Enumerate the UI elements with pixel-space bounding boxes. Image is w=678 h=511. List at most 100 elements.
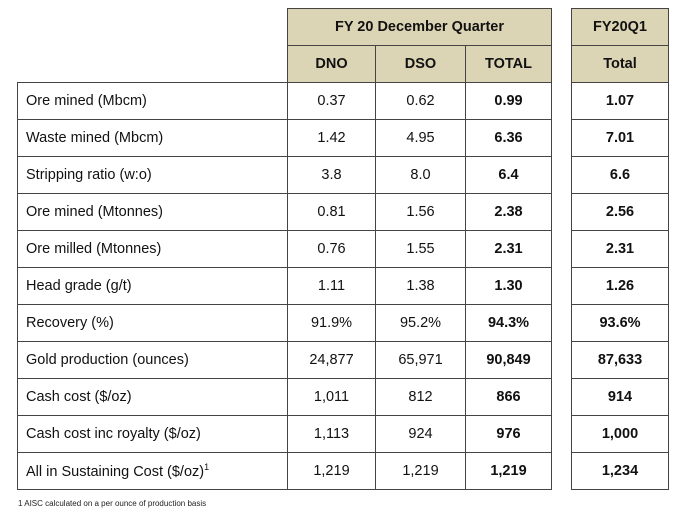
footnote: 1 AISC calculated on a per ounce of prod… xyxy=(18,499,207,508)
cell-dno: 1,113 xyxy=(287,415,376,453)
table-row: 87,633 xyxy=(571,341,669,379)
table-row: Ore milled (Mtonnes) 0.76 1.55 2.31 xyxy=(17,230,552,268)
row-label: Stripping ratio (w:o) xyxy=(17,156,288,194)
cell-fy20q1-total: 7.01 xyxy=(571,119,669,157)
cell-total: 976 xyxy=(465,415,552,453)
row-label: Cash cost inc royalty ($/oz) xyxy=(17,415,288,453)
row-label: All in Sustaining Cost ($/oz)1 xyxy=(17,452,288,490)
footnote-marker: 1 xyxy=(204,462,210,473)
cell-dno: 1.42 xyxy=(287,119,376,157)
table-row: 93.6% xyxy=(571,304,669,342)
table-row: 6.6 xyxy=(571,156,669,194)
cell-total: 6.4 xyxy=(465,156,552,194)
cell-dso: 95.2% xyxy=(375,304,466,342)
cell-fy20q1-total: 87,633 xyxy=(571,341,669,379)
table-row: 1.07 xyxy=(571,82,669,120)
cell-dno: 91.9% xyxy=(287,304,376,342)
row-label-text: Ore mined (Mbcm) xyxy=(26,93,147,109)
table-row: Gold production (ounces) 24,877 65,971 90,8… xyxy=(17,341,552,379)
cell-dso: 0.62 xyxy=(375,82,466,120)
cell-dno: 0.37 xyxy=(287,82,376,120)
cell-fy20q1-total: 1.26 xyxy=(571,267,669,305)
cell-total: 1.30 xyxy=(465,267,552,305)
table-row: Recovery (%) 91.9% 95.2% 94.3% xyxy=(17,304,552,342)
cell-dno: 0.81 xyxy=(287,193,376,231)
empty-corner-2 xyxy=(18,46,288,83)
table-row: 1,234 xyxy=(571,452,669,490)
cell-fy20q1-total: 1.07 xyxy=(571,82,669,120)
row-label-text: Ore mined (Mtonnes) xyxy=(26,204,163,220)
cell-dso: 1.38 xyxy=(375,267,466,305)
cell-dno: 3.8 xyxy=(287,156,376,194)
fy20q1-table: FY20Q1 Total 1.07 7.01 6.6 2.56 2.31 1.26 93.6… xyxy=(571,8,669,490)
cell-dno: 0.76 xyxy=(287,230,376,268)
cell-dso: 1.55 xyxy=(375,230,466,268)
row-label: Ore mined (Mbcm) xyxy=(17,82,288,120)
row-label: Recovery (%) xyxy=(17,304,288,342)
table-row: Cash cost ($/oz) 1,011 812 866 xyxy=(17,378,552,416)
row-label-text: Ore milled (Mtonnes) xyxy=(26,241,162,257)
cell-dno: 1.11 xyxy=(287,267,376,305)
cell-total: 1,219 xyxy=(465,452,552,490)
cell-total: 866 xyxy=(465,378,552,416)
table-row: Stripping ratio (w:o) 3.8 8.0 6.4 xyxy=(17,156,552,194)
table-row: All in Sustaining Cost ($/oz)1 1,219 1,219… xyxy=(17,452,552,490)
col-header-total: TOTAL xyxy=(465,45,552,83)
table-row: Ore mined (Mtonnes) 0.81 1.56 2.38 xyxy=(17,193,552,231)
fy20q1-col-header: Total xyxy=(571,45,669,83)
row-label: Gold production (ounces) xyxy=(17,341,288,379)
cell-total: 6.36 xyxy=(465,119,552,157)
col-header-dso: DSO xyxy=(375,45,466,83)
table-row: Ore mined (Mbcm) 0.37 0.62 0.99 xyxy=(17,82,552,120)
row-label-text: Waste mined (Mbcm) xyxy=(26,130,164,146)
cell-fy20q1-total: 2.56 xyxy=(571,193,669,231)
table-row: 2.31 xyxy=(571,230,669,268)
cell-fy20q1-total: 1,234 xyxy=(571,452,669,490)
fy20q1-header: FY20Q1 xyxy=(571,8,669,46)
cell-total: 94.3% xyxy=(465,304,552,342)
cell-dso: 924 xyxy=(375,415,466,453)
table-row: Head grade (g/t) 1.11 1.38 1.30 xyxy=(17,267,552,305)
cell-dso: 1,219 xyxy=(375,452,466,490)
cell-dno: 1,219 xyxy=(287,452,376,490)
row-label-text: Head grade (g/t) xyxy=(26,278,132,294)
row-label: Head grade (g/t) xyxy=(17,267,288,305)
row-label-text: Cash cost inc royalty ($/oz) xyxy=(26,426,201,442)
row-label: Waste mined (Mbcm) xyxy=(17,119,288,157)
cell-dso: 1.56 xyxy=(375,193,466,231)
table-row: 7.01 xyxy=(571,119,669,157)
cell-fy20q1-total: 93.6% xyxy=(571,304,669,342)
table-row: Waste mined (Mbcm) 1.42 4.95 6.36 xyxy=(17,119,552,157)
cell-fy20q1-total: 914 xyxy=(571,378,669,416)
row-label-text: Recovery (%) xyxy=(26,315,114,331)
row-label-text: Cash cost ($/oz) xyxy=(26,389,132,405)
cell-total: 2.38 xyxy=(465,193,552,231)
table-row: 1.26 xyxy=(571,267,669,305)
row-label: Ore milled (Mtonnes) xyxy=(17,230,288,268)
row-label-text: All in Sustaining Cost ($/oz) xyxy=(26,463,205,480)
cell-dso: 65,971 xyxy=(375,341,466,379)
row-label-text: Gold production (ounces) xyxy=(26,352,189,368)
cell-total: 90,849 xyxy=(465,341,552,379)
row-label: Cash cost ($/oz) xyxy=(17,378,288,416)
cell-fy20q1-total: 6.6 xyxy=(571,156,669,194)
cell-total: 0.99 xyxy=(465,82,552,120)
row-label: Ore mined (Mtonnes) xyxy=(17,193,288,231)
cell-dso: 4.95 xyxy=(375,119,466,157)
cell-fy20q1-total: 1,000 xyxy=(571,415,669,453)
cell-dso: 8.0 xyxy=(375,156,466,194)
table-row: 914 xyxy=(571,378,669,416)
empty-corner xyxy=(18,9,288,46)
cell-dso: 812 xyxy=(375,378,466,416)
production-table: FY 20 December Quarter DNO DSO TOTAL Ore… xyxy=(17,8,552,490)
col-header-dno: DNO xyxy=(287,45,376,83)
cell-dno: 24,877 xyxy=(287,341,376,379)
group-header: FY 20 December Quarter xyxy=(287,8,552,46)
table-row: 1,000 xyxy=(571,415,669,453)
table-row: Cash cost inc royalty ($/oz) 1,113 924 976 xyxy=(17,415,552,453)
cell-fy20q1-total: 2.31 xyxy=(571,230,669,268)
table-row: 2.56 xyxy=(571,193,669,231)
cell-total: 2.31 xyxy=(465,230,552,268)
row-label-text: Stripping ratio (w:o) xyxy=(26,167,152,183)
cell-dno: 1,011 xyxy=(287,378,376,416)
